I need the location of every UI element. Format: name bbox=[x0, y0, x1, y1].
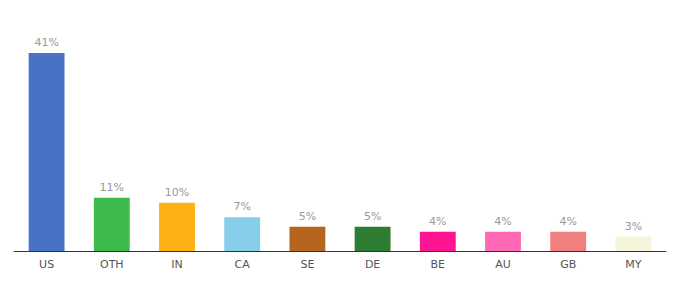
svg-text:3%: 3% bbox=[625, 220, 642, 233]
svg-text:DE: DE bbox=[365, 258, 380, 271]
svg-text:MY: MY bbox=[625, 258, 641, 271]
svg-text:AU: AU bbox=[495, 258, 511, 271]
svg-text:US: US bbox=[39, 258, 54, 271]
svg-text:4%: 4% bbox=[429, 215, 446, 228]
svg-text:41%: 41% bbox=[34, 36, 58, 49]
svg-text:4%: 4% bbox=[494, 215, 511, 228]
svg-text:4%: 4% bbox=[559, 215, 576, 228]
svg-text:IN: IN bbox=[171, 258, 182, 271]
svg-text:7%: 7% bbox=[233, 200, 250, 213]
svg-text:CA: CA bbox=[235, 258, 251, 271]
svg-text:GB: GB bbox=[560, 258, 576, 271]
svg-text:5%: 5% bbox=[364, 210, 381, 223]
svg-text:OTH: OTH bbox=[100, 258, 124, 271]
svg-text:5%: 5% bbox=[299, 210, 316, 223]
svg-text:11%: 11% bbox=[100, 181, 124, 194]
svg-text:10%: 10% bbox=[165, 186, 189, 199]
svg-text:SE: SE bbox=[300, 258, 314, 271]
svg-text:BE: BE bbox=[431, 258, 446, 271]
